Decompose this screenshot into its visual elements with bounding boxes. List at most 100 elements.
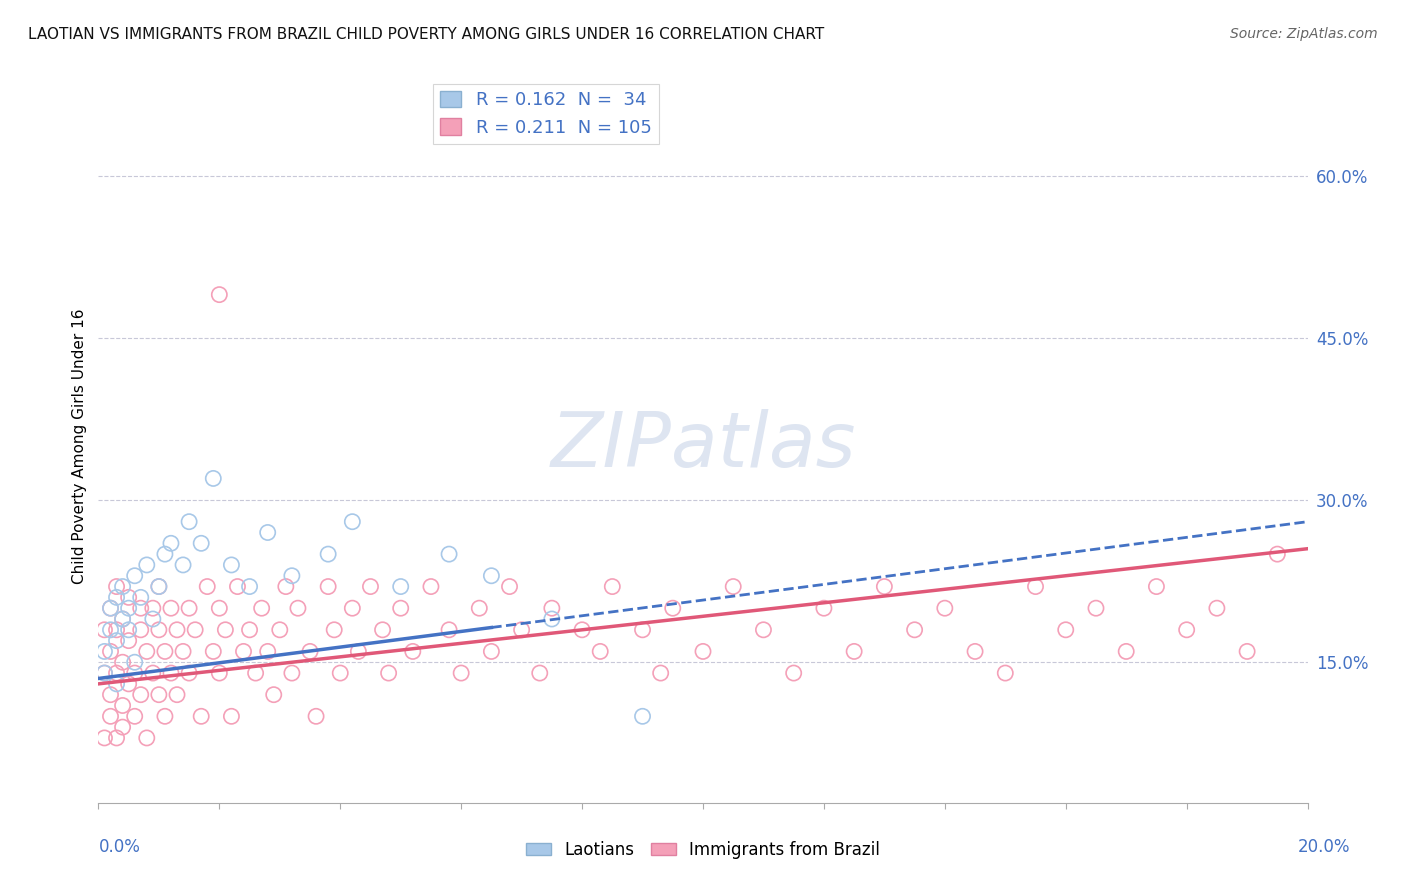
Point (269, 623, 291, 637)
Point (135, 731, 157, 745)
Point (631, 623, 654, 637)
Point (994, 666, 1017, 681)
Point (100, 623, 122, 637)
Point (142, 666, 165, 681)
Point (377, 666, 399, 681)
Point (142, 601, 165, 615)
Point (481, 568, 503, 582)
Point (1115, 644, 1137, 658)
Point (124, 655, 146, 669)
Point (153, 547, 176, 561)
Point (752, 623, 775, 637)
Point (274, 580, 297, 594)
Point (965, 644, 987, 658)
Point (118, 633, 141, 648)
Point (631, 709, 654, 723)
Point (239, 623, 262, 637)
Point (481, 644, 503, 658)
Point (402, 644, 425, 658)
Point (723, 580, 745, 594)
Point (148, 580, 170, 594)
Point (1236, 644, 1258, 658)
Point (129, 688, 152, 702)
Point (208, 666, 231, 681)
Point (160, 536, 183, 550)
Point (105, 731, 128, 745)
Point (873, 580, 896, 594)
Point (1024, 580, 1046, 594)
Point (118, 623, 141, 637)
Text: 20.0%: 20.0% (1298, 838, 1350, 856)
Point (195, 580, 218, 594)
Point (105, 580, 128, 594)
Point (111, 580, 134, 594)
Point (100, 644, 122, 658)
Point (111, 720, 134, 734)
Point (93, 666, 115, 681)
Point (245, 666, 267, 681)
Point (226, 580, 249, 594)
Point (118, 677, 141, 691)
Point (105, 591, 128, 605)
Point (100, 709, 122, 723)
Point (1206, 601, 1229, 615)
Point (468, 601, 491, 615)
Point (111, 698, 134, 713)
Point (1267, 547, 1289, 561)
Point (1175, 623, 1198, 637)
Point (179, 515, 201, 529)
Point (179, 601, 201, 615)
Point (305, 709, 328, 723)
Point (1085, 601, 1108, 615)
Point (118, 601, 141, 615)
Point (316, 547, 339, 561)
Text: ZIPatlas: ZIPatlas (550, 409, 856, 483)
Point (540, 612, 562, 626)
Point (135, 558, 157, 572)
Point (190, 536, 212, 550)
Point (105, 666, 128, 681)
Point (450, 666, 472, 681)
Point (166, 688, 188, 702)
Point (813, 601, 835, 615)
Point (172, 644, 194, 658)
Point (153, 644, 176, 658)
Point (202, 644, 225, 658)
Point (160, 601, 183, 615)
Point (166, 623, 188, 637)
Point (342, 601, 364, 615)
Point (371, 623, 394, 637)
Point (299, 644, 322, 658)
Point (437, 623, 460, 637)
Point (105, 633, 128, 648)
Point (142, 612, 165, 626)
Text: LAOTIAN VS IMMIGRANTS FROM BRAZIL CHILD POVERTY AMONG GIRLS UNDER 16 CORRELATION: LAOTIAN VS IMMIGRANTS FROM BRAZIL CHILD … (28, 27, 824, 42)
Point (360, 580, 382, 594)
Point (389, 580, 412, 594)
Point (692, 644, 714, 658)
Point (904, 623, 927, 637)
Point (934, 601, 956, 615)
Point (93, 666, 115, 681)
Point (129, 601, 152, 615)
Point (232, 644, 254, 658)
Point (100, 601, 122, 615)
Point (540, 601, 562, 615)
Point (208, 287, 231, 301)
Point (661, 601, 683, 615)
Point (342, 515, 364, 529)
Point (93, 644, 115, 658)
Point (256, 525, 278, 540)
Point (498, 580, 520, 594)
Point (221, 558, 243, 572)
Point (239, 580, 262, 594)
Point (437, 547, 460, 561)
Point (263, 688, 285, 702)
Point (783, 666, 806, 681)
Point (208, 601, 231, 615)
Point (93, 731, 115, 745)
Point (100, 601, 122, 615)
Point (202, 471, 225, 485)
Point (148, 580, 170, 594)
Point (153, 709, 176, 723)
